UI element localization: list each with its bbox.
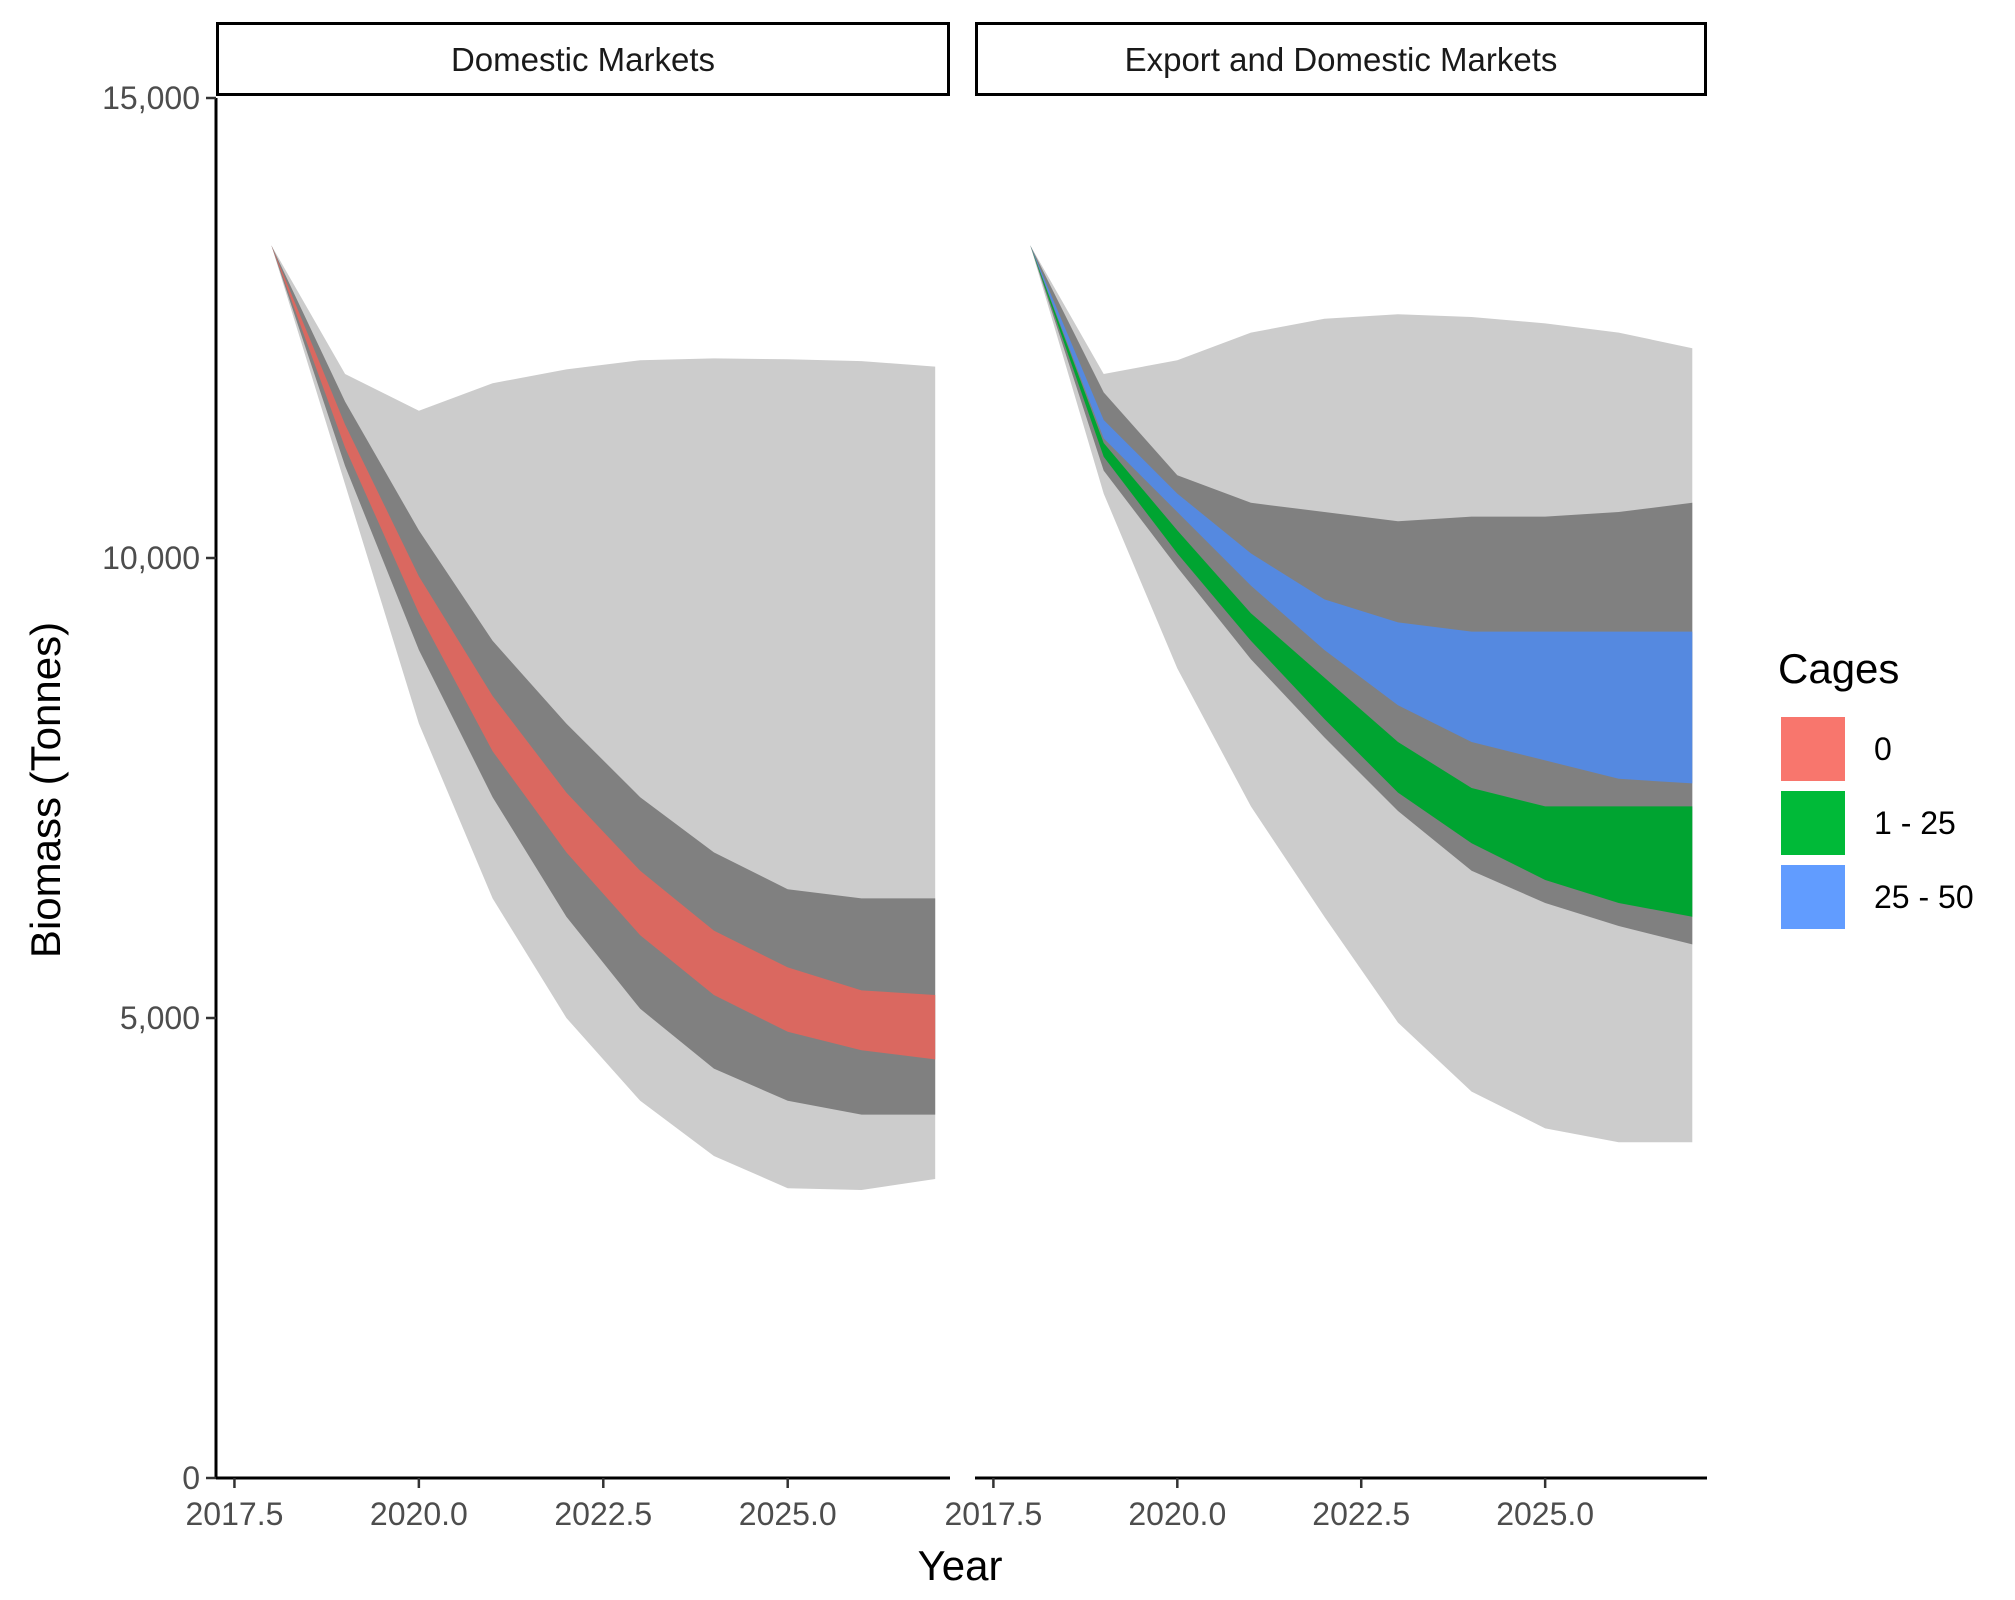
x-tick-label: 2022.5 [1312, 1496, 1410, 1532]
x-tick-label: 2020.0 [1128, 1496, 1226, 1532]
legend-label: 0 [1874, 731, 1892, 767]
legend-swatch [1779, 863, 1847, 931]
facet-strip [975, 22, 1707, 96]
legend: Cages 0 1 - 25 25 - 50 [1778, 645, 1974, 931]
x-tick-label: 2020.0 [370, 1496, 468, 1532]
y-axis-title: Biomass (Tonnes) [22, 622, 69, 958]
legend-swatch [1779, 715, 1847, 783]
inner-uncertainty-band [271, 245, 936, 1115]
x-tick-label: 2022.5 [554, 1496, 652, 1532]
facet-strip [216, 22, 950, 96]
facet-strip-label: Domestic Markets [451, 41, 715, 78]
series-band-25-50 [1030, 245, 1693, 784]
legend-label: 1 - 25 [1874, 805, 1956, 841]
legend-swatch [1779, 789, 1847, 857]
x-tick-label: 2025.0 [1496, 1496, 1594, 1532]
y-axis: 0 5,000 10,000 15,000 [102, 80, 218, 1496]
inner-uncertainty-band [1030, 245, 1693, 945]
legend-title: Cages [1778, 645, 1899, 692]
x-tick-label: 2017.5 [186, 1496, 284, 1532]
x-tick-label: 2025.0 [739, 1496, 837, 1532]
facet-strip-label: Export and Domestic Markets [1125, 41, 1558, 78]
legend-label: 25 - 50 [1874, 879, 1974, 915]
y-tick-label: 15,000 [102, 80, 200, 116]
panel-1: 2017.5 2020.0 2022.5 2025.0 Domestic Markets [186, 22, 950, 1532]
x-tick-label: 2017.5 [944, 1496, 1042, 1532]
panels-layer: 2017.5 2020.0 2022.5 2025.0 Domestic Markets… [186, 22, 1707, 1532]
y-tick-label: 5,000 [120, 1000, 200, 1036]
panel-2: 2017.5 2020.0 2022.5 2025.0 Export and Domes… [944, 22, 1707, 1532]
y-tick-label: 0 [182, 1460, 200, 1496]
y-tick-label: 10,000 [102, 540, 200, 576]
x-axis-title: Year [918, 1542, 1003, 1589]
series-band-1-25 [1030, 245, 1693, 917]
